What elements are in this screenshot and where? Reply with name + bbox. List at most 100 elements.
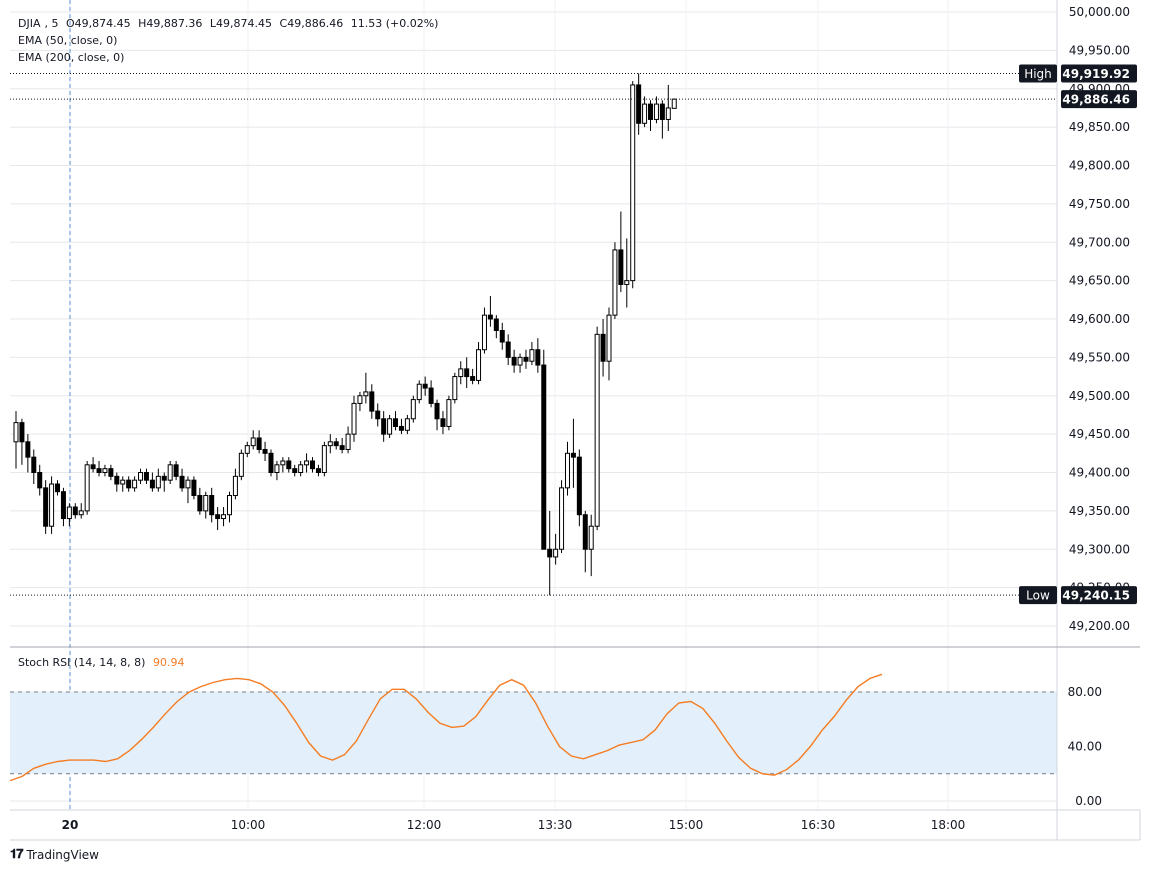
- candle-body: [274, 464, 280, 474]
- legend-symbol: DJIA: [18, 17, 41, 30]
- candle-body: [547, 548, 553, 558]
- legend-ema200[interactable]: EMA (200, close, 0): [18, 49, 128, 66]
- candle-body: [345, 433, 351, 450]
- candle-body: [60, 491, 66, 520]
- candle-body: [559, 487, 565, 550]
- candle-body: [126, 479, 132, 489]
- candle-body: [114, 475, 120, 485]
- candle-body: [476, 349, 482, 381]
- candle-body: [31, 456, 37, 473]
- price-tick-label: 49,600.00: [1069, 312, 1130, 326]
- candle-body: [49, 483, 55, 527]
- candle-body: [653, 103, 659, 120]
- candle-body: [523, 356, 529, 362]
- stoch-rsi-value: 90.94: [152, 656, 185, 669]
- legend-open: O49,874.45: [65, 17, 131, 30]
- legend-ohlc: DJIA, 5 O49,874.45 H49,887.36 L49,874.45…: [18, 17, 439, 30]
- candle-body: [286, 460, 292, 470]
- candle-body: [671, 98, 677, 109]
- candle-body: [339, 445, 345, 450]
- legend-low: L49,874.45: [209, 17, 273, 30]
- price-tick-label: 49,700.00: [1069, 235, 1130, 249]
- candle-body: [268, 452, 274, 473]
- legend-ema50-text: EMA (50, close, 0): [18, 34, 118, 47]
- candle-body: [404, 418, 410, 431]
- time-tick-label: 15:00: [669, 818, 704, 832]
- brand-name: TradingView: [26, 847, 99, 862]
- candle-body: [636, 84, 642, 124]
- candle-body: [387, 418, 393, 435]
- tradingview-brand[interactable]: 𝟏𝟕 TradingView: [10, 847, 99, 862]
- time-tick-label: 13:30: [538, 818, 573, 832]
- candle-body: [90, 464, 96, 470]
- candle-body: [529, 349, 535, 362]
- candle-body: [458, 368, 464, 378]
- candle-body: [665, 107, 671, 120]
- legend-close: C49,886.46: [279, 17, 344, 30]
- candle-body: [96, 468, 102, 474]
- candle-body: [630, 84, 636, 282]
- candle-body: [43, 487, 49, 527]
- candle-body: [72, 506, 78, 516]
- candle-body: [310, 460, 315, 470]
- candle-body: [179, 475, 185, 489]
- candle-body: [375, 410, 381, 420]
- candle-body: [244, 445, 250, 454]
- legend-stoch-rsi[interactable]: Stoch RSI (14, 14, 8, 8) 90.94: [18, 654, 188, 671]
- candle-body: [250, 437, 256, 447]
- candle-body: [102, 468, 108, 474]
- candle-body: [606, 314, 612, 362]
- candle-body: [434, 402, 440, 420]
- legend-change: 11.53 (+0.02%): [350, 17, 439, 30]
- low-label-text: Low: [1026, 589, 1050, 603]
- candle-body: [66, 506, 72, 520]
- candle-body: [410, 399, 416, 420]
- candle-body: [464, 368, 470, 378]
- candle-body: [470, 376, 476, 381]
- current-price-value: 49,886.46: [1062, 93, 1130, 107]
- candle-body: [493, 318, 499, 332]
- stoch-rsi-line: [9, 673, 883, 782]
- candle-body: [19, 422, 25, 443]
- candle-body: [298, 464, 304, 474]
- candle-body: [55, 483, 61, 493]
- time-tick-label: 10:00: [231, 818, 266, 832]
- current-price-tag: [1061, 90, 1137, 109]
- candle-body: [535, 349, 541, 366]
- candle-body: [659, 103, 665, 120]
- price-tick-label: 49,800.00: [1069, 159, 1130, 173]
- candle-body: [612, 249, 618, 316]
- legend-interval: 5: [51, 17, 59, 30]
- candle-body: [327, 441, 333, 447]
- low-price-tag: [1061, 586, 1137, 605]
- legend-ema50[interactable]: EMA (50, close, 0): [18, 32, 121, 49]
- price-tick-label: 49,950.00: [1069, 43, 1130, 57]
- candle-body: [37, 472, 43, 489]
- candle-body: [173, 464, 179, 477]
- price-tick-label: 49,500.00: [1069, 389, 1130, 403]
- candle-body: [440, 418, 446, 427]
- candle-body: [138, 472, 144, 481]
- candle-body: [108, 468, 114, 477]
- candle-body: [511, 356, 517, 366]
- stoch-rsi-series: [9, 673, 883, 782]
- price-tick-label: 49,550.00: [1069, 350, 1130, 364]
- stoch-band-fill: [10, 692, 1057, 774]
- candle-body: [505, 341, 511, 358]
- candle-body: [84, 464, 90, 512]
- candle-body: [393, 418, 399, 427]
- candle-body: [333, 441, 339, 447]
- candle-body: [209, 495, 215, 516]
- price-tick-label: 49,850.00: [1069, 120, 1130, 134]
- stoch-tick-label: 80.00: [1068, 685, 1102, 699]
- price-tick-label: 49,300.00: [1069, 542, 1130, 556]
- candle-body: [143, 472, 149, 481]
- price-tick-label: 49,650.00: [1069, 274, 1130, 288]
- time-tick-label: 20: [62, 818, 79, 832]
- price-markers: 49,919.92 High 49,886.46 49,240.15 Low: [10, 64, 1137, 605]
- candle-body: [357, 395, 363, 404]
- price-tick-label: 49,750.00: [1069, 197, 1130, 211]
- candle-body: [564, 452, 570, 489]
